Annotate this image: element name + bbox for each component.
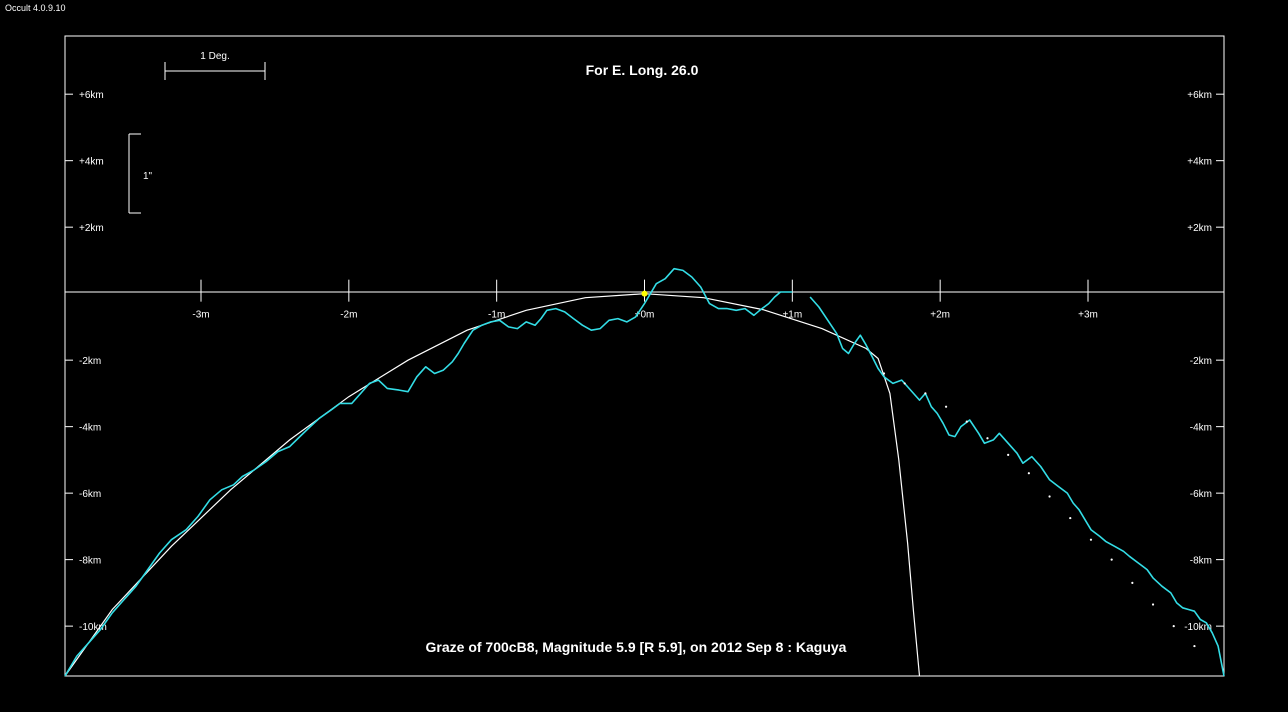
limb-curve [64,293,921,677]
y-tick-label-right: +4km [1187,157,1212,168]
y-tick-label-left: -2km [79,356,101,367]
chart-caption: Graze of 700cB8, Magnitude 5.9 [R 5.9], … [426,639,847,655]
x-tick-label: +3m [1078,310,1098,321]
dotted-limb-point [1131,581,1134,585]
y-tick-label-right: +2km [1187,223,1212,234]
x-tick-label: -2m [340,310,357,321]
y-tick-label-left: +6km [79,90,104,101]
dotted-limb-point [1193,644,1196,648]
y-tick-label-left: -6km [79,489,101,500]
plot-frame [64,35,1225,677]
dotted-limb-point [1172,625,1175,628]
arcsec-scale-label: 1" [143,171,153,182]
dotted-limb-point [924,392,927,395]
y-tick-label-left: -8km [79,556,101,567]
x-tick-label: -3m [192,310,209,321]
dotted-limb-point [1027,472,1030,475]
dotted-limb-point [1048,495,1051,498]
dotted-limb-point [882,372,886,375]
window-title: Occult 4.0.9.10 [5,3,66,13]
y-tick-label-right: -10km [1184,622,1212,633]
y-axis-ticks: +6km +6km +4km +4km +2km +2km -2km -2km -4km -4km… [65,90,1224,633]
dotted-limb-point [1069,516,1072,520]
y-tick-label-right: +6km [1187,90,1212,101]
x-axis-ticks: -3m -2m -1m +0m +1m +2m +3m [192,279,1098,321]
y-tick-label-left: -4km [79,423,101,434]
dotted-limb-point [965,420,968,423]
y-tick-label-left: +2km [79,223,104,234]
dotted-limb-point [1007,453,1010,457]
dotted-limb-point [1110,558,1113,561]
x-tick-label: -1m [488,310,505,321]
dotted-limb-point [1151,603,1155,606]
dotted-limb-point [986,437,989,440]
graze-center-point [641,290,648,297]
degree-scale-label: 1 Deg. [200,51,229,62]
y-tick-label-left: -10km [79,622,107,633]
x-tick-label: +0m [635,310,655,321]
curves-layer [64,267,1225,677]
y-tick-label-right: -4km [1190,423,1212,434]
y-tick-label-left: +4km [79,157,104,168]
dotted-limb-point [1089,538,1093,541]
chart-title: For E. Long. 26.0 [586,62,699,78]
y-tick-label-right: -8km [1190,556,1212,567]
dotted-limb-point [944,405,948,408]
x-tick-label: +1m [782,310,802,321]
degree-scale-bar: 1 Deg. [164,51,266,80]
dotted-limb-point [903,382,906,385]
arcsec-scale-bar: 1" [128,133,153,214]
lunar-profile-series-1 [64,267,793,677]
lunar-profile-series-2 [809,296,1225,677]
y-tick-label-right: -2km [1190,356,1212,367]
x-tick-label: +2m [930,310,950,321]
y-tick-label-right: -6km [1190,489,1212,500]
